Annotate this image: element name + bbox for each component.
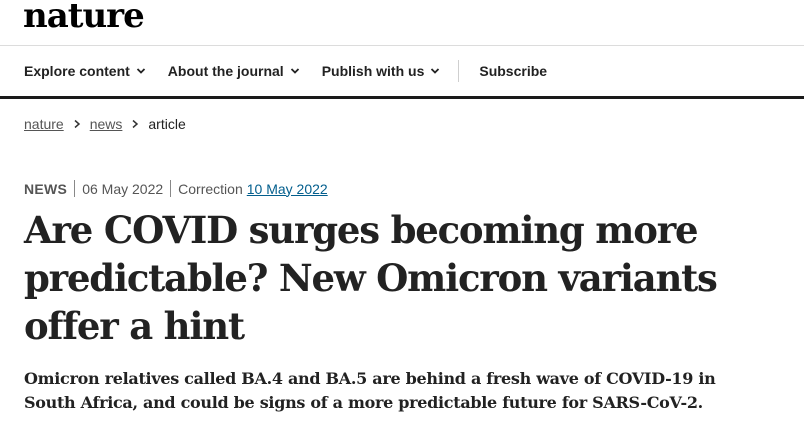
nav-about-the-journal[interactable]: About the journal (168, 63, 300, 79)
chevron-right-icon (132, 119, 139, 129)
correction-date-link[interactable]: 10 May 2022 (246, 180, 328, 197)
nav-about-the-journal-label: About the journal (167, 63, 284, 79)
site-logo[interactable]: nature (23, 0, 145, 36)
site-header: nature Explore content About the journal… (0, 0, 804, 99)
published-date: 06 May 2022 (82, 180, 164, 197)
nav-explore-content-label: Explore content (24, 63, 130, 79)
breadcrumb-current: article (148, 116, 186, 132)
chevron-down-icon (431, 68, 440, 74)
subscribe-link[interactable]: Subscribe (479, 63, 548, 79)
chevron-right-icon (74, 119, 80, 129)
breadcrumb: nature news article (24, 116, 186, 132)
nav-publish-with-us-label: Publish with us (321, 63, 425, 79)
nav-divider (458, 60, 460, 82)
header-top-bar: nature (0, 0, 804, 46)
meta-divider (74, 180, 76, 197)
article-meta: NEWS 06 May 2022 Correction 10 May 2022 (24, 180, 328, 197)
article-standfirst: Omicron relatives called BA.4 and BA.5 a… (24, 369, 716, 412)
breadcrumb-link-news[interactable]: news (89, 116, 123, 132)
chevron-down-icon (290, 68, 299, 74)
breadcrumb-link-nature[interactable]: nature (24, 116, 64, 132)
nav-explore-content[interactable]: Explore content (24, 63, 146, 79)
correction-label: Correction (178, 180, 243, 197)
article-title: Are COVID surges becoming more predictab… (24, 208, 718, 348)
main-nav: Explore content About the journal Publis… (0, 46, 804, 99)
chevron-down-icon (136, 68, 145, 74)
meta-divider (170, 180, 172, 197)
article-type: NEWS (24, 180, 68, 197)
nav-publish-with-us[interactable]: Publish with us (322, 63, 441, 79)
